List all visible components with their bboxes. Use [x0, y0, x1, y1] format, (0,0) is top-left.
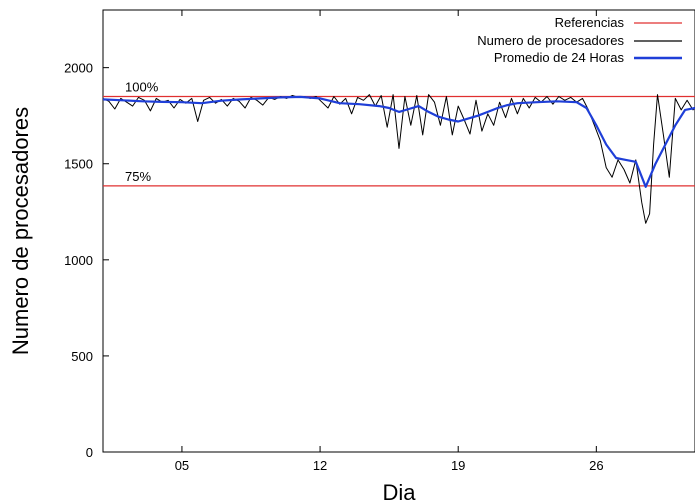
y-tick-label: 2000 [64, 61, 93, 76]
reference-lines: 100% 75% [103, 79, 695, 185]
series-line-numero-de-procesadores [103, 95, 695, 224]
x-tick-label: 12 [313, 458, 327, 473]
y-tick-label: 0 [86, 445, 93, 460]
x-tick-label: 26 [589, 458, 603, 473]
plot-frame [103, 10, 695, 452]
series-layer [103, 95, 695, 224]
legend-label-promedio: Promedio de 24 Horas [494, 50, 625, 65]
y-tick-label: 1000 [64, 253, 93, 268]
x-tick-label: 19 [451, 458, 465, 473]
reference-line-label: 100% [125, 79, 159, 94]
y-tick-label: 1500 [64, 157, 93, 172]
series-line-promedio-24-horas [103, 97, 695, 187]
legend-label-numero: Numero de procesadores [477, 33, 624, 48]
legend: Referencias Numero de procesadores Prome… [477, 15, 682, 65]
y-axis-title: Numero de procesadores [8, 107, 33, 355]
reference-line-label: 75% [125, 169, 151, 184]
y-tick-label: 500 [71, 349, 93, 364]
x-axis-title: Dia [382, 480, 416, 504]
legend-label-referencias: Referencias [555, 15, 625, 30]
x-tick-label: 05 [175, 458, 189, 473]
